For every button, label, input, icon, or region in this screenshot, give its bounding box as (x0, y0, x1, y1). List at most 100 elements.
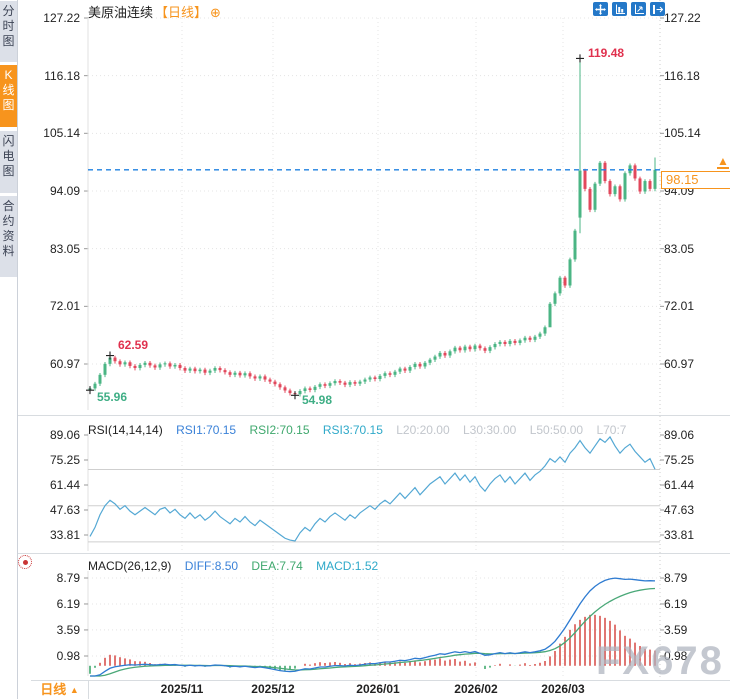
candle-body (638, 178, 642, 192)
rsi-header: RSI(14,14,14) RSI1:70.15 RSI2:70.15 RSI3… (88, 423, 660, 437)
price-axis-label-right: 72.01 (664, 299, 695, 314)
candle-body (453, 347, 457, 352)
candle-body (218, 368, 222, 371)
candle-body (268, 379, 272, 382)
annotation-swing-high: 62.59 (118, 338, 149, 352)
candle-body (208, 370, 212, 373)
rsi-l70-value: L70:7 (596, 423, 627, 437)
candle-body (508, 340, 512, 344)
rsi-axis-label-right: 33.81 (664, 528, 695, 542)
rsi-axis-label-left: 89.06 (49, 428, 80, 442)
candle-body (343, 382, 347, 385)
candle-body (483, 348, 487, 351)
candle-body (358, 381, 362, 384)
candle-body (313, 386, 317, 390)
candle-body (568, 259, 572, 286)
candle-body (423, 362, 427, 367)
macd-axis-label-right: 6.19 (664, 596, 688, 611)
candle-body (448, 351, 452, 356)
date-axis-tick (88, 680, 89, 699)
candle-body (538, 333, 542, 337)
panel-divider-date-axis (31, 680, 730, 681)
low-marker-icon (291, 391, 299, 400)
candle-body (398, 368, 402, 372)
exit-chart-icon[interactable] (650, 2, 665, 16)
rsi-axis-label-right: 47.63 (664, 502, 695, 517)
rsi3-value: RSI3:70.15 (322, 423, 383, 437)
candle-body (318, 384, 322, 387)
candle-body (353, 382, 357, 384)
sidebar-tab-3[interactable]: 闪电图 (0, 131, 17, 193)
candle-body (518, 340, 522, 343)
candle-body (533, 336, 537, 340)
price-axis-label-right: 127.22 (664, 11, 701, 25)
candle-body (578, 170, 582, 218)
candle-body (143, 362, 147, 365)
timeframe-label: 【日线】 (155, 5, 208, 20)
go-to-latest-icon[interactable]: ▲ (717, 154, 729, 169)
candle-body (168, 363, 172, 367)
candle-body (363, 379, 367, 382)
rsi-axis-label-left: 33.81 (49, 528, 80, 542)
candle-body (258, 376, 262, 379)
candle-body (163, 363, 167, 365)
symbol-name: 美原油连续 (88, 5, 154, 20)
candle-body (213, 368, 217, 371)
sidebar-tab-2[interactable]: K线图 (0, 65, 17, 127)
candle-body (513, 340, 517, 343)
candle-body (328, 383, 332, 386)
candle-body (608, 181, 612, 195)
candle-body (308, 388, 312, 390)
candle-body (188, 368, 192, 371)
rsi-l30-value: L30:30.00 (462, 423, 517, 437)
indicator-settings-icon[interactable] (18, 555, 32, 569)
candle-body (98, 374, 102, 384)
high-marker-icon (576, 54, 584, 63)
candle-body (653, 169, 657, 189)
candle-body (128, 362, 132, 366)
pan-icon[interactable] (593, 2, 608, 16)
candle-body (108, 357, 112, 364)
swing_high-marker-icon (106, 351, 114, 360)
date-axis-label: 2026/03 (541, 682, 585, 696)
macd-axis-label-left: 0.98 (56, 649, 80, 663)
candle-body (548, 303, 552, 328)
candle-body (253, 376, 257, 379)
candle-body (133, 365, 137, 369)
sidebar-tab-4[interactable]: 合约资料 (0, 196, 17, 277)
add-indicator-icon[interactable]: ⊕ (210, 5, 221, 20)
candle-body (488, 347, 492, 351)
candle-body (248, 373, 252, 377)
date-axis-label: 2026/01 (356, 682, 400, 696)
price-axis-label-right: 116.18 (664, 68, 700, 83)
candle-body (288, 390, 292, 394)
candle-body (438, 352, 442, 357)
y-axis-scale-icon[interactable] (612, 2, 627, 16)
candle-body (418, 363, 422, 367)
macd-dea-value: DEA:7.74 (251, 559, 303, 573)
candle-body (563, 277, 567, 286)
candle-body (203, 369, 207, 373)
candle-body (233, 372, 237, 375)
macd-diff-line (90, 577, 656, 677)
x-axis-scale-icon[interactable] (631, 2, 646, 16)
annotation-high: 119.48 (588, 46, 625, 60)
candle-body (648, 181, 652, 189)
price-axis-label-left: 60.97 (49, 357, 80, 371)
candle-body (553, 293, 557, 304)
candle-body (588, 188, 592, 210)
candle-body (183, 368, 187, 371)
price-axis-label-right: 60.97 (664, 357, 695, 371)
timeframe-button[interactable]: 日线 ▲ (31, 681, 88, 699)
sidebar-tab-1[interactable]: 分时图 (0, 1, 17, 62)
candle-body (583, 170, 587, 189)
candle-body (503, 341, 507, 344)
candle-body (273, 381, 277, 385)
price-axis-label-left: 94.09 (49, 184, 80, 199)
date-axis-label: 2025/12 (251, 682, 295, 696)
candle-body (433, 356, 437, 360)
macd-axis-label-left: 3.59 (56, 622, 80, 637)
candle-body (378, 375, 382, 379)
candle-body (283, 387, 287, 391)
